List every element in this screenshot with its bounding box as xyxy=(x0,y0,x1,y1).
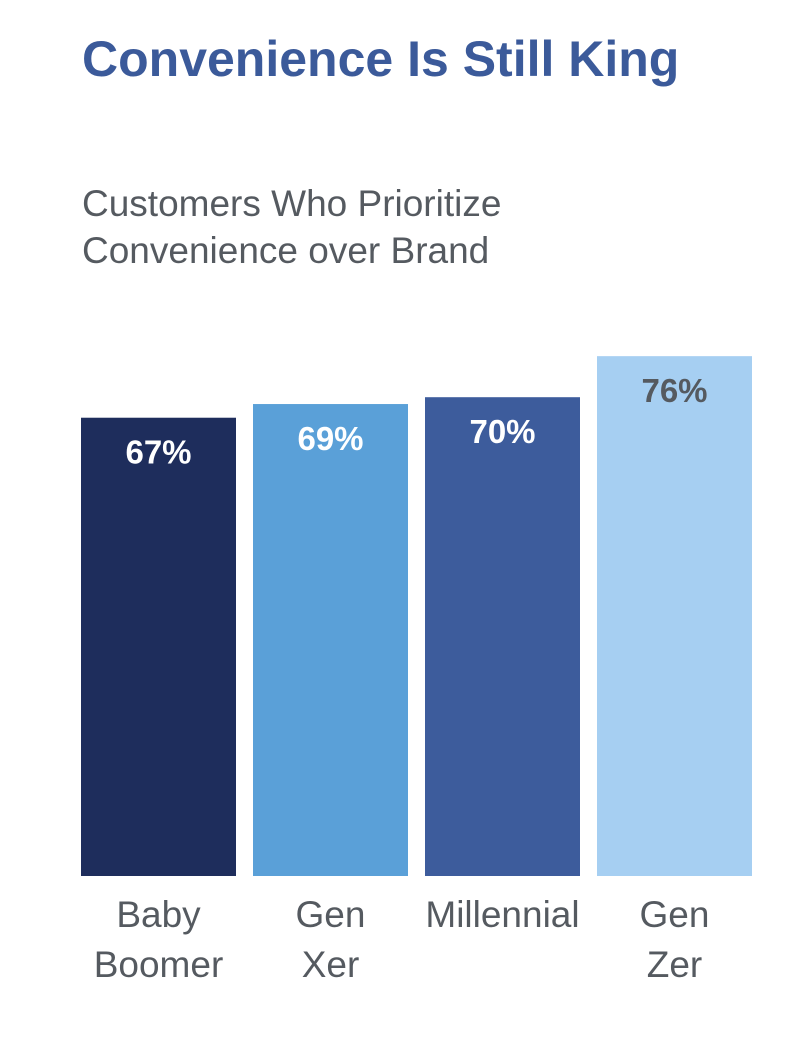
bars-group xyxy=(81,356,752,876)
bar-3 xyxy=(597,356,752,876)
category-label-0-line-1: Boomer xyxy=(94,944,224,985)
category-label-1-line-0: Gen xyxy=(296,894,366,935)
chart-subtitle: Customers Who Prioritize Convenience ove… xyxy=(82,180,501,274)
bar-2 xyxy=(425,397,580,876)
chart-subtitle-line-2: Convenience over Brand xyxy=(82,230,490,271)
bar-value-label-0: 67% xyxy=(125,434,191,471)
category-label-0-line-0: Baby xyxy=(116,894,201,935)
category-label-3-line-1: Zer xyxy=(647,944,703,985)
category-labels-group: Baby Boomer Gen Xer Millennial Gen Zer xyxy=(94,894,710,985)
chart-subtitle-line-1: Customers Who Prioritize xyxy=(82,183,502,224)
bar-0 xyxy=(81,417,236,876)
value-labels-group: 67% 69% 70% 76% xyxy=(125,372,707,471)
bar-value-label-1: 69% xyxy=(297,420,363,457)
page-title: Convenience Is Still King xyxy=(82,31,680,87)
category-label-3-line-0: Gen xyxy=(640,894,710,935)
category-label-2-line-0: Millennial xyxy=(425,894,579,935)
category-label-1-line-1: Xer xyxy=(302,944,360,985)
bar-value-label-2: 70% xyxy=(469,413,535,450)
bar-value-label-3: 76% xyxy=(641,372,707,409)
bar-1 xyxy=(253,404,408,876)
